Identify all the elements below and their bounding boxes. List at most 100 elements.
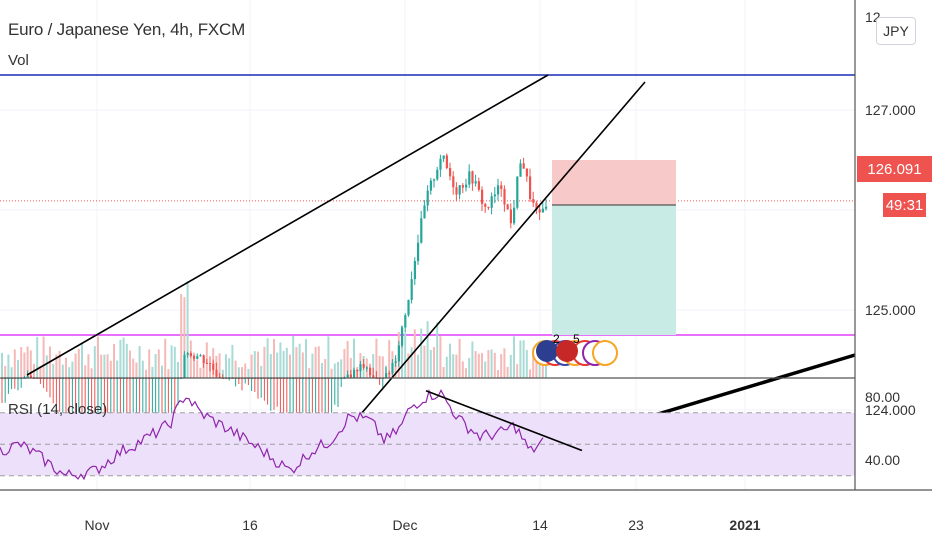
candle-body: [429, 180, 432, 191]
volume-bar: [429, 349, 432, 378]
volume-bar: [506, 366, 509, 378]
candle-body: [394, 361, 397, 363]
volume-bar: [129, 350, 131, 378]
candle-body: [401, 327, 404, 346]
candle-body: [189, 353, 192, 357]
volume-bar: [452, 354, 455, 378]
volume-bar: [109, 360, 112, 378]
short-position-tool[interactable]: [552, 160, 676, 335]
volume-bar: [490, 349, 493, 378]
candle-body: [404, 315, 407, 328]
volume-bar: [426, 321, 429, 378]
volume-bar: [148, 349, 151, 378]
candle-body: [420, 218, 423, 243]
volume-bar: [90, 368, 93, 378]
flag-eu-icon: [536, 340, 558, 362]
volume-bar: [279, 342, 282, 378]
take-profit-zone: [552, 205, 676, 335]
candle-body: [407, 299, 410, 316]
price-tick-label: 127.000: [865, 102, 916, 118]
volume-bar: [381, 356, 384, 378]
time-tick-label: 23: [628, 517, 644, 533]
candle-body: [525, 168, 528, 177]
volume-bar: [433, 347, 435, 378]
volume-bar: [23, 352, 26, 378]
volume-bar: [231, 344, 234, 378]
volume-bar: [266, 338, 269, 378]
volume-bar: [442, 366, 445, 378]
candle-body: [538, 209, 541, 213]
volume-bar: [93, 346, 96, 378]
volume-bar: [263, 346, 266, 378]
candle-body: [369, 367, 372, 376]
volume-bar: [378, 355, 381, 378]
candle-body: [196, 356, 199, 359]
candle-body: [503, 189, 506, 205]
volume-bar: [311, 353, 314, 378]
volume-bar: [125, 343, 128, 378]
candle-body: [391, 362, 394, 374]
currency-button[interactable]: JPY: [876, 17, 916, 45]
candle-body: [385, 373, 388, 378]
volume-bar: [317, 346, 320, 378]
volume-bar: [135, 362, 138, 378]
candle-body: [490, 196, 493, 208]
candle-body: [199, 355, 202, 357]
volume-bar: [301, 352, 304, 378]
candle-body: [215, 369, 218, 377]
volume-bar: [4, 365, 7, 378]
candle-body: [452, 176, 455, 188]
candle-body: [487, 206, 490, 208]
volume-bar: [372, 354, 375, 378]
volume-bar: [193, 352, 195, 378]
volume-bar: [244, 363, 247, 378]
rsi-label[interactable]: RSI (14, close): [8, 401, 108, 418]
candle-body: [436, 169, 439, 180]
volume-bar: [154, 354, 157, 378]
volume-bar: [481, 353, 483, 378]
volume-bar: [308, 368, 311, 378]
candle-body: [455, 187, 458, 195]
candle-body: [362, 364, 365, 368]
volume-bar: [196, 360, 199, 378]
symbol-title[interactable]: Euro / Japanese Yen, 4h, FXCM: [8, 20, 246, 39]
rsi-tick-label: 80.00: [865, 389, 900, 405]
volume-bar: [343, 349, 346, 378]
volume-bar: [461, 361, 464, 378]
candle-body: [388, 373, 391, 375]
volume-bar: [257, 351, 259, 378]
volume-bar: [119, 339, 122, 378]
volume-bar: [26, 346, 29, 378]
volume-bar: [186, 281, 189, 378]
time-tick-label: 14: [532, 517, 548, 533]
volume-bar: [516, 364, 519, 378]
volume-bar: [519, 340, 522, 378]
volume-bar: [314, 346, 317, 378]
volume-bars: [1, 281, 547, 378]
volume-bar: [74, 353, 77, 378]
volume-bar: [77, 348, 80, 378]
rsi-panel: [0, 388, 855, 481]
candle-body: [202, 355, 205, 363]
volume-bar: [68, 367, 71, 378]
candle-body: [449, 168, 452, 177]
volume-bar: [436, 322, 439, 378]
candle-body: [513, 207, 516, 224]
volume-bar: [327, 336, 330, 378]
volume-bar: [138, 345, 141, 378]
time-tick-label: Nov: [85, 517, 110, 533]
volume-bar: [273, 338, 275, 378]
trendlines[interactable]: [26, 74, 856, 437]
volume-bar: [106, 354, 109, 378]
volume-bar: [337, 361, 339, 378]
volume-bar: [305, 339, 307, 378]
candle-body: [500, 185, 503, 190]
volume-bar: [455, 354, 458, 378]
event-count: 2: [553, 332, 560, 346]
volume-label[interactable]: Vol: [8, 52, 29, 69]
volume-bar: [269, 353, 272, 378]
volume-bar: [202, 361, 205, 378]
